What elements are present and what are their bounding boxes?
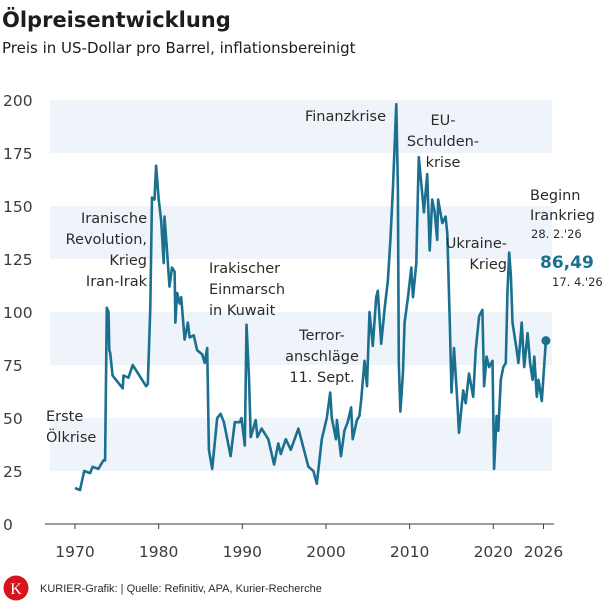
y-tick-label: 200 [3, 92, 33, 110]
grid-band [50, 206, 552, 259]
annotation-line: Erste [46, 409, 83, 425]
annotation-eu-schuldenkrise: EU- Schulden- krise [407, 113, 479, 171]
annotation-line: Schulden- [407, 134, 479, 150]
last-value-date: 17. 4.'26 [552, 275, 603, 289]
x-tick-label: 1980 [139, 543, 178, 561]
annotation-kuwait: Irakischer Einmarsch in Kuwait [209, 261, 285, 319]
annotation-irankrieg: Beginn Irankrieg 28. 2.'26 [530, 188, 595, 241]
chart-subtitle: Preis in US-Dollar pro Barrel, inflation… [2, 39, 356, 57]
x-tick-label: 1990 [223, 543, 262, 561]
annotation-line: Iranische [81, 211, 147, 227]
annotation-finanzkrise: Finanzkrise [305, 109, 386, 125]
price-line [74, 102, 548, 492]
y-tick-label: 175 [3, 145, 33, 163]
y-tick-label: 100 [3, 304, 33, 322]
kurier-logo-letter: K [10, 581, 22, 598]
y-tick-label: 25 [3, 463, 23, 481]
last-value-label: 86,49 [540, 253, 594, 273]
annotation-line: Ölkrise [46, 428, 96, 446]
annotation-line: in Kuwait [209, 303, 276, 319]
y-tick-label: 50 [3, 410, 23, 428]
x-tick-label: 2026 [524, 543, 563, 561]
annotation-line: Irakischer [209, 261, 280, 277]
annotation-line: Iran-Irak [86, 274, 148, 290]
annotation-erste-oelkrise: Erste Ölkrise [46, 409, 96, 446]
chart-title: Ölpreisentwicklung [2, 7, 231, 32]
source-credit: KURIER-Grafik: | Quelle: Refinitiv, APA,… [40, 583, 322, 595]
y-tick-label: 125 [3, 251, 33, 269]
annotation-iranische-revolution: Iranische Revolution, Krieg Iran-Irak [66, 211, 148, 290]
grid-band [50, 418, 552, 471]
annotation-date: 28. 2.'26 [531, 227, 582, 241]
x-axis: 1970 1980 1990 2000 2010 2020 2026 [45, 523, 563, 561]
annotation-line: Finanzkrise [305, 109, 386, 125]
y-tick-label: 75 [3, 357, 23, 375]
x-tick-label: 2000 [306, 543, 345, 561]
annotation-line: Einmarsch [209, 282, 285, 298]
x-tick-label: 1970 [55, 543, 94, 561]
annotation-line: anschläge [285, 349, 359, 365]
annotation-line: EU- [430, 113, 455, 129]
y-tick-label: 0 [3, 516, 13, 534]
annotation-line: Revolution, [66, 232, 147, 248]
x-tick-label: 2010 [390, 543, 429, 561]
last-point-marker [541, 336, 551, 346]
y-axis: 0 25 50 75 100 125 150 175 200 [3, 92, 33, 534]
y-tick-label: 150 [3, 198, 33, 216]
annotation-line: Krieg [469, 257, 507, 273]
annotation-line: Terror- [298, 328, 345, 344]
annotation-line: Krieg [109, 253, 147, 269]
annotation-line: krise [426, 155, 461, 171]
annotation-line: 11. Sept. [289, 370, 354, 386]
annotation-line: Ukraine- [446, 236, 507, 252]
annotation-line: Beginn [530, 188, 580, 204]
kurier-logo [3, 575, 29, 601]
annotation-terror: Terror- anschläge 11. Sept. [285, 328, 359, 386]
annotation-ukraine-krieg: Ukraine- Krieg [446, 236, 507, 273]
x-tick-label: 2020 [474, 543, 513, 561]
grid-band [50, 100, 552, 153]
annotation-line: Irankrieg [530, 208, 595, 224]
grid-bands [50, 100, 552, 471]
grid-band [50, 312, 552, 365]
